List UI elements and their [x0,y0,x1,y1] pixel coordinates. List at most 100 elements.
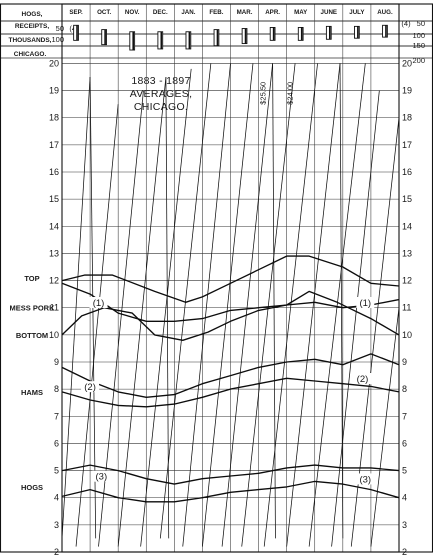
price-peak-label-1: $25.50 [259,82,268,105]
y-right-tick-6: 6 [402,438,407,448]
diagonal-line-8 [202,63,254,547]
series-annotation-1: (1) [93,298,105,309]
diagonal-line-1 [61,76,91,539]
y-left-tick-6: 6 [54,438,59,448]
diagonal-line-6 [159,63,212,539]
y-left-tick-18: 18 [49,113,59,123]
month-label-jan: JAN. [181,9,195,16]
y-left-tick-12: 12 [49,276,59,286]
y-left-tick-13: 13 [49,248,59,258]
receipts-bar-nov [129,31,136,51]
y-left-tick-3: 3 [54,520,59,530]
y-right-tick-13: 13 [402,248,412,258]
series-line-mess-pork-top [61,255,400,303]
chart-title-line-1: 1883 - 1897 [131,75,190,87]
series-annotation-2: (1) [359,298,371,309]
series-line-hams-top [61,353,400,398]
series-line-hogs-top [61,464,400,485]
annotations: (1) (1) (2) (2) (3) (3) $25.50 $24.00 [81,82,375,485]
left-scale-50: 50 [56,24,64,33]
receipts-bar-june [325,25,332,40]
y-left-tick-8: 8 [54,384,59,394]
diagonal-line-14 [331,90,380,547]
diagonal-line-20 [339,63,344,539]
month-labels: SEP. OCT. NOV. DEC. JAN. FEB. MAR. APR. MAY JUNE J… [69,9,393,16]
right-scale-100: 100 [412,31,425,40]
receipts-bar-feb [213,29,220,47]
row-labels: TOP MESS PORK BOTTOM HAMS HOGS [9,274,55,492]
y-right-tick-4: 4 [402,493,407,503]
y-right-tick-14: 14 [402,221,412,231]
diagonal-line-12 [286,63,341,547]
receipts-bar-apr [269,27,276,41]
y-left-tick-9: 9 [54,357,59,367]
month-label-apr: APR. [265,9,280,16]
row-label-mess-pork: MESS PORK [9,304,55,313]
left-scale-100: 100 [51,35,64,44]
receipts-bar-jan [185,31,192,50]
receipts-bar-mar [241,28,248,45]
y-right-tick-19: 19 [402,86,412,96]
diagonal-line-4 [117,76,167,547]
month-label-aug: AUG. [377,9,393,16]
month-label-july: JULY [349,9,365,16]
annotation-bg [81,381,100,393]
month-label-may: MAY [294,9,308,16]
y-left-tick-10: 10 [49,330,59,340]
y-right-tick-10: 10 [402,330,412,340]
receipts-bar-sep [73,24,79,41]
right-scale-150: 150 [412,41,425,50]
series-line-hams-bottom [61,377,400,408]
price-series [61,255,400,503]
annotation-bg [89,297,108,308]
y-left-tick-17: 17 [49,140,59,150]
row-label-hams: HAMS [21,388,43,397]
y-left-tick-20: 20 [49,58,59,68]
y-right-tick-8: 8 [402,384,407,394]
chart-title: 1883 - 1897 AVERAGES, CHICAGO. [130,75,193,113]
series-annotation-4: (2) [357,374,369,385]
price-peak-label-2: $24.00 [285,82,294,105]
annotation-bg [353,373,372,384]
series-annotation-5: (3) [96,472,108,483]
series-line-hogs-bottom [61,480,400,503]
y-right-tick-3: 3 [402,520,407,530]
series-annotation-6: (3) [359,474,371,485]
diagonal-line-19 [272,63,276,539]
row-label-bottom: BOTTOM [16,331,48,340]
annotation-bg [356,297,375,308]
y-right-tick-18: 18 [402,113,412,123]
y-left-tick-16: 16 [49,167,59,177]
y-left-tick-4: 4 [54,493,59,503]
series-line-mess-pork-bottom [61,290,400,341]
right-scale-50: 50 [417,19,425,28]
row-label-top: TOP [24,274,39,283]
month-label-oct: OCT. [97,9,111,16]
header-label-thousands: THOUSANDS, [9,37,52,44]
y-right-tick-11: 11 [402,303,411,313]
receipts-bar-aug [382,24,388,38]
y-right-tick-5: 5 [402,466,407,476]
axis-ticks: 2345678910111213141516171819202345678910… [49,58,412,557]
y-right-tick-15: 15 [402,194,412,204]
y-right-tick-9: 9 [402,357,407,367]
y-right-tick-16: 16 [402,167,412,177]
right-scale-200: 200 [412,56,425,65]
diagonal-line-2 [75,104,119,547]
chart-title-line-2: AVERAGES, [130,88,193,100]
month-label-sep: SEP. [69,9,83,16]
annotation-bg [356,473,375,485]
y-left-tick-5: 5 [54,466,59,476]
y-right-tick-12: 12 [402,276,412,286]
y-right-tick-17: 17 [402,140,412,150]
y-left-tick-19: 19 [49,86,59,96]
y-right-tick-7: 7 [402,411,407,421]
header-label-chicago: CHICAGO. [14,51,47,58]
month-label-nov: NOV. [125,9,140,16]
receipts-bar-july [354,25,360,39]
receipts-bar-oct [101,29,107,46]
diagonal-line-10 [241,63,296,547]
y-left-tick-7: 7 [54,411,59,421]
y-left-tick-14: 14 [49,221,59,231]
